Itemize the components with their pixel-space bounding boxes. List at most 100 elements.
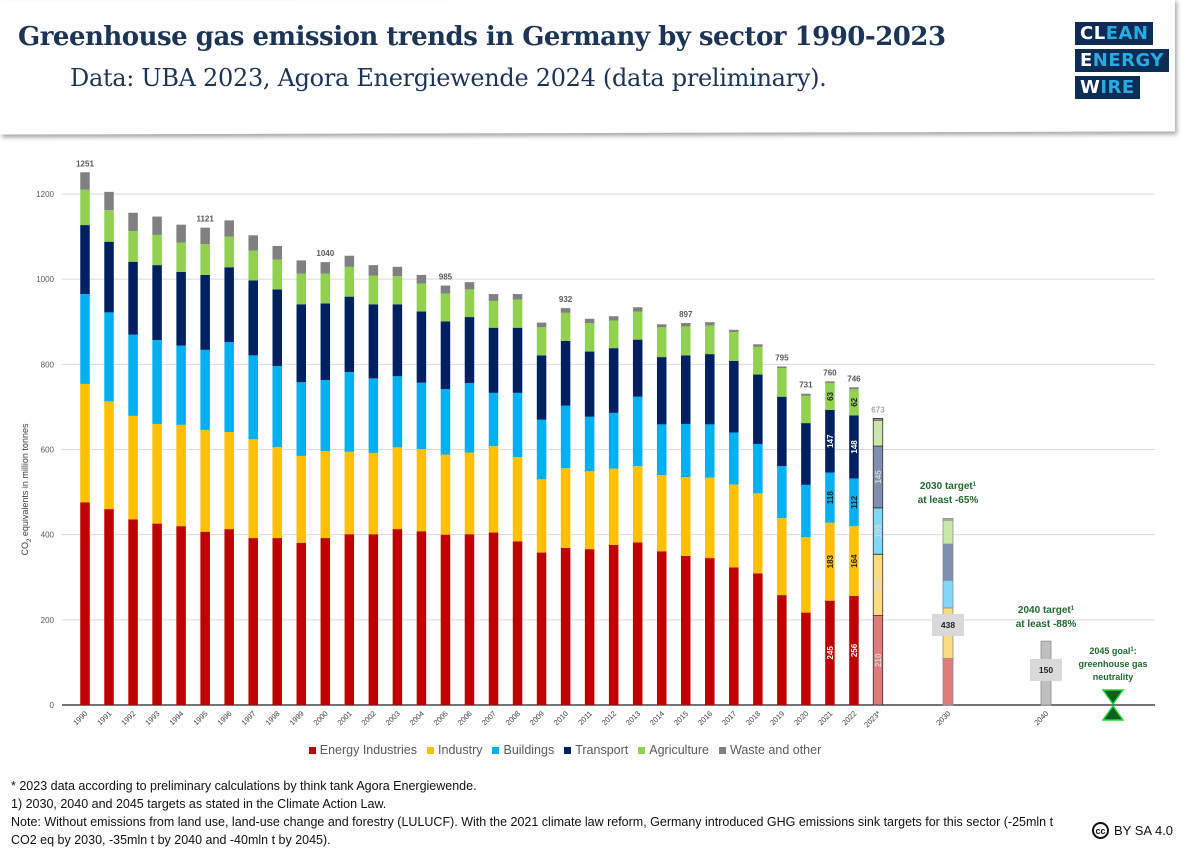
total-label: 1251 (76, 159, 94, 168)
bar-segment-agriculture (729, 331, 739, 361)
bar-segment-energy-industries (176, 526, 186, 705)
neutrality-marker-bottom-icon (1101, 704, 1125, 721)
bar-segment-industry (392, 447, 403, 530)
x-tick-label: 1990 (71, 709, 89, 727)
x-tick-label: 2015 (672, 709, 690, 727)
y-tick-label: 400 (41, 531, 55, 540)
bar-segment-industry (681, 477, 691, 556)
bar-segment-waste-and-other (392, 266, 403, 277)
bar-segment-transport (608, 348, 619, 413)
bar-segment-industry (272, 446, 282, 539)
total-label: 673 (871, 405, 885, 414)
bar-segment-waste-and-other (200, 227, 210, 245)
bar-segment-agriculture (440, 293, 451, 322)
bar-segment-transport (440, 321, 451, 390)
bar-segment-waste-and-other (320, 262, 331, 274)
bar-segment-waste-and-other (416, 274, 427, 284)
bar-segment-industry (488, 446, 499, 533)
segment-value-label: 112 (850, 495, 859, 508)
bar-segment-buildings (128, 334, 138, 416)
bar-segment-waste-and-other (632, 307, 643, 312)
bar-segment-transport (825, 409, 835, 473)
bar-segment-waste-and-other (440, 285, 451, 294)
bar-segment-agriculture (849, 389, 859, 416)
bar-segment-industry (560, 468, 571, 548)
x-tick-label: 2012 (600, 709, 618, 727)
logo-line-2: ENERGY (1075, 49, 1169, 72)
bar-segment-transport (80, 225, 90, 295)
bar-segment-buildings (801, 484, 811, 538)
target-total-label: 150 (1039, 665, 1053, 675)
x-tick-label: 1994 (167, 709, 185, 727)
segment-value-label: 164 (850, 554, 859, 568)
goal-title: 2045 goal1: (1089, 646, 1136, 656)
legend-item: Transport (564, 743, 628, 757)
segment-value-label: 145 (874, 470, 883, 484)
target-total-box (932, 614, 964, 636)
x-tick-label: 2014 (648, 709, 666, 727)
bar-segment-agriculture (272, 259, 282, 290)
x-tick-label: 2005 (432, 709, 450, 727)
bar-segment-agriculture (368, 275, 379, 305)
x-tick-label: 2009 (528, 709, 546, 727)
bar-segment-transport (705, 354, 715, 425)
bar-segment-industry (248, 439, 258, 539)
x-tick-label: 2007 (480, 709, 498, 727)
legend-item: Energy Industries (308, 743, 417, 757)
bar-segment-transport (584, 351, 595, 417)
bar-segment-industry (464, 452, 475, 535)
bar-segment-industry (512, 457, 523, 542)
bar-segment-industry (440, 454, 451, 535)
target-bar-segment (942, 658, 954, 706)
bar-segment-buildings (272, 366, 282, 447)
x-tick-label: 2030 (934, 709, 952, 727)
bar-segment-waste-and-other (536, 322, 547, 328)
legend-item: Agriculture (638, 743, 709, 757)
bar-segment-waste-and-other (464, 282, 475, 290)
x-tick-label: 2018 (744, 709, 762, 727)
bar-segment-transport (777, 396, 787, 467)
bar-segment-waste-and-other (849, 387, 859, 390)
bar-segment-transport (536, 355, 547, 420)
bar-segment-buildings (729, 432, 739, 485)
x-tick-label: 1992 (119, 709, 137, 727)
x-tick-label: 2021 (816, 709, 834, 727)
bar-segment-transport (248, 280, 258, 356)
legend-label: Industry (438, 743, 483, 757)
x-tick-label: 2022 (840, 709, 858, 727)
bar-segment-energy-industries (128, 519, 138, 705)
bar-segment-buildings (416, 382, 427, 450)
total-label: 746 (847, 374, 861, 383)
bar-segment-transport (753, 374, 763, 444)
x-tick-label: 1999 (288, 709, 306, 727)
bar-segment-energy-industries (512, 541, 523, 705)
target-title: 2030 target1 (920, 481, 977, 492)
bar-segment-buildings (464, 383, 475, 453)
bar-segment-transport (632, 339, 643, 397)
bar-segment-buildings (320, 380, 331, 452)
bar-segment-industry (801, 537, 811, 613)
segment-value-label: 148 (850, 440, 859, 454)
bar-segment-transport (801, 423, 811, 485)
x-tick-label: 1991 (95, 709, 113, 727)
y-tick-label: 200 (41, 616, 55, 625)
segment-value-label: 63 (826, 391, 835, 400)
bar-segment-waste-and-other (584, 318, 595, 324)
bar-segment-industry (344, 451, 355, 535)
bar-segment-energy-industries (849, 595, 859, 705)
x-tick-label: 2020 (792, 709, 810, 727)
bar-segment-waste-and-other (272, 245, 282, 260)
legend: Energy Industries Industry Buildings Transp… (0, 743, 1130, 757)
bar-segment-transport (344, 296, 355, 372)
x-tick-label: 1995 (191, 709, 209, 727)
bar-segment-energy-industries (729, 567, 739, 705)
y-axis-label: CO2 equivalents in million tonnes (20, 423, 33, 555)
bar-segment-agriculture (464, 289, 475, 318)
bar-segment-buildings (753, 443, 763, 494)
bar-segment-agriculture (681, 326, 691, 356)
footnote-targets: 1) 2030, 2040 and 2045 targets as stated… (11, 797, 387, 811)
bar-segment-energy-industries (248, 538, 258, 705)
x-tick-label: 2019 (768, 709, 786, 727)
y-tick-label: 0 (50, 701, 55, 710)
